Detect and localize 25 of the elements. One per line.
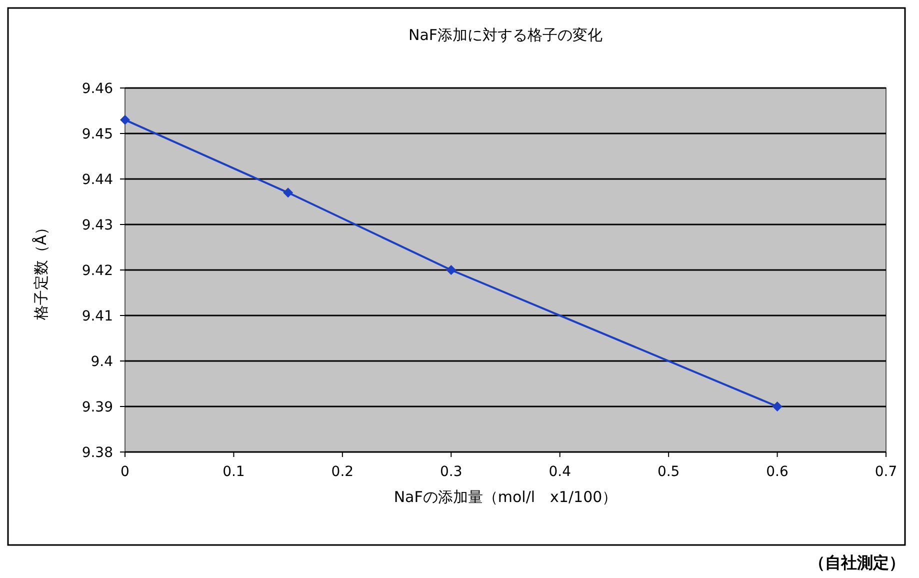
y-tick-label: 9.4 [90,354,114,370]
x-tick-label: 0.6 [766,464,789,480]
x-axis-title: NaFの添加量（mol/l x1/100） [394,488,618,506]
x-tick-label: 0.3 [440,464,462,480]
y-tick-label: 9.39 [82,400,113,416]
y-tick-label: 9.43 [82,218,113,234]
x-tick-label: 0.4 [548,464,572,480]
y-tick-label: 9.41 [82,308,113,324]
y-tick-label: 9.38 [82,445,113,461]
y-tick-label: 9.45 [82,126,113,142]
x-tick-label: 0.5 [657,464,680,480]
x-tick-label: 0.2 [331,464,354,480]
text: （自社測定） [809,553,905,572]
y-tick-label: 9.46 [82,81,114,97]
point [446,265,456,275]
y-axis-title: 格子定数（Å） [32,220,50,322]
x-tick-label: 0.7 [874,464,898,480]
chart-title: NaF添加に対する格子の変化 [408,26,603,44]
point [120,114,130,125]
y-tick-label: 9.44 [82,172,114,188]
point [772,402,782,412]
y-tick-label: 9.42 [82,263,113,279]
point [283,188,294,198]
x-tick-label: 0.1 [222,464,245,480]
x-tick-label: 0 [120,464,130,480]
